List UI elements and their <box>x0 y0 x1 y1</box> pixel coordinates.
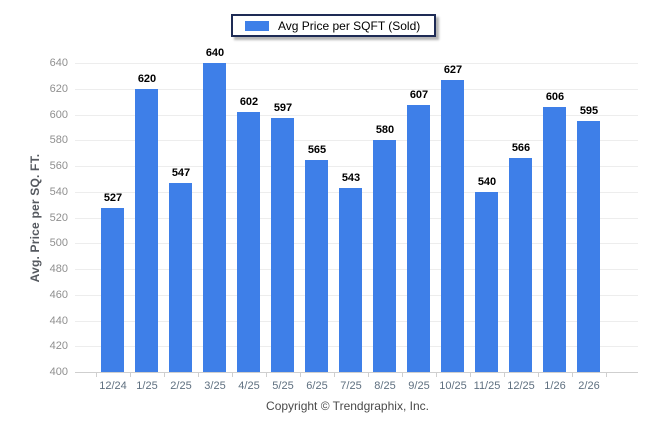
bar[interactable] <box>135 89 158 372</box>
chart-legend[interactable]: Avg Price per SQFT (Sold) <box>231 14 437 37</box>
bar[interactable] <box>169 183 192 372</box>
copyright-text: Copyright © Trendgraphix, Inc. <box>266 399 429 413</box>
x-axis-tick-mark <box>436 373 437 377</box>
bar-value-label: 607 <box>409 89 429 101</box>
bar[interactable] <box>237 112 260 372</box>
x-axis-tick-mark <box>232 373 233 377</box>
bar[interactable] <box>543 107 566 372</box>
gridline <box>75 372 638 373</box>
x-axis-tick-label: 7/25 <box>340 380 362 392</box>
y-axis-tick-label: 520 <box>49 212 68 224</box>
x-axis-tick-mark <box>606 373 607 377</box>
bar[interactable] <box>441 80 464 372</box>
x-axis-tick-mark <box>504 373 505 377</box>
x-axis-tick-label: 5/25 <box>272 380 294 392</box>
x-axis-tick-mark <box>300 373 301 377</box>
bar[interactable] <box>407 105 430 372</box>
x-axis-tick-label: 10/25 <box>439 380 467 392</box>
bar[interactable] <box>101 208 124 372</box>
x-axis-tick-mark <box>368 373 369 377</box>
y-axis-tick-label: 480 <box>49 263 68 275</box>
y-axis-tick-label: 540 <box>49 186 68 198</box>
y-axis-tick-label: 500 <box>49 237 68 249</box>
bar-value-label: 580 <box>375 124 395 136</box>
bar[interactable] <box>577 121 600 372</box>
legend-swatch-icon <box>245 20 269 31</box>
x-axis-tick-mark <box>266 373 267 377</box>
bar-value-label: 547 <box>171 167 191 179</box>
bar[interactable] <box>339 188 362 372</box>
bar-value-label: 606 <box>545 91 565 103</box>
bar-value-label: 602 <box>239 96 259 108</box>
bar-value-label: 543 <box>341 172 361 184</box>
bar[interactable] <box>509 158 532 372</box>
bar-value-label: 566 <box>511 142 531 154</box>
x-axis-tick-mark <box>130 373 131 377</box>
x-axis-tick-label: 9/25 <box>408 380 430 392</box>
x-axis-tick-mark <box>334 373 335 377</box>
y-axis-tick-label: 620 <box>49 83 68 95</box>
gridline <box>75 140 638 141</box>
y-axis-tick-label: 460 <box>49 289 68 301</box>
x-axis-tick-label: 8/25 <box>374 380 396 392</box>
x-axis-tick-label: 1/26 <box>544 380 566 392</box>
bar[interactable] <box>305 160 328 372</box>
x-axis-tick-mark <box>572 373 573 377</box>
x-axis-tick-mark <box>402 373 403 377</box>
bar[interactable] <box>203 63 226 372</box>
y-axis-tick-label: 400 <box>49 366 68 378</box>
x-axis-tick-mark <box>198 373 199 377</box>
y-axis-tick-label: 600 <box>49 109 68 121</box>
gridline <box>75 166 638 167</box>
bar-value-label: 527 <box>103 192 123 204</box>
y-axis-tick-label: 580 <box>49 134 68 146</box>
x-axis-tick-label: 2/26 <box>578 380 600 392</box>
bar-value-label: 540 <box>477 176 497 188</box>
y-axis-tick-label: 640 <box>49 57 68 69</box>
x-axis-tick-mark <box>96 373 97 377</box>
x-axis-tick-mark <box>470 373 471 377</box>
bar-value-label: 640 <box>205 47 225 59</box>
bar-value-label: 565 <box>307 144 327 156</box>
bar[interactable] <box>475 192 498 372</box>
bar[interactable] <box>271 118 294 372</box>
x-axis-tick-label: 12/24 <box>99 380 127 392</box>
y-axis-tick-label: 440 <box>49 315 68 327</box>
x-axis-tick-mark <box>538 373 539 377</box>
y-axis-tick-label: 560 <box>49 160 68 172</box>
x-axis-tick-label: 6/25 <box>306 380 328 392</box>
gridline <box>75 89 638 90</box>
x-axis-tick-label: 12/25 <box>507 380 535 392</box>
x-axis-tick-mark <box>164 373 165 377</box>
x-axis-tick-label: 11/25 <box>473 380 501 392</box>
bar[interactable] <box>373 140 396 372</box>
bar-value-label: 595 <box>579 105 599 117</box>
bar-value-label: 627 <box>443 64 463 76</box>
x-axis-tick-label: 1/25 <box>136 380 158 392</box>
gridline <box>75 63 638 64</box>
x-axis-tick-label: 2/25 <box>170 380 192 392</box>
bar-value-label: 620 <box>137 73 157 85</box>
y-axis-tick-label: 420 <box>49 340 68 352</box>
x-axis-tick-label: 3/25 <box>204 380 226 392</box>
gridline <box>75 115 638 116</box>
legend-item-label: Avg Price per SQFT (Sold) <box>278 18 421 33</box>
x-axis-tick-label: 4/25 <box>238 380 260 392</box>
bar-value-label: 597 <box>273 102 293 114</box>
